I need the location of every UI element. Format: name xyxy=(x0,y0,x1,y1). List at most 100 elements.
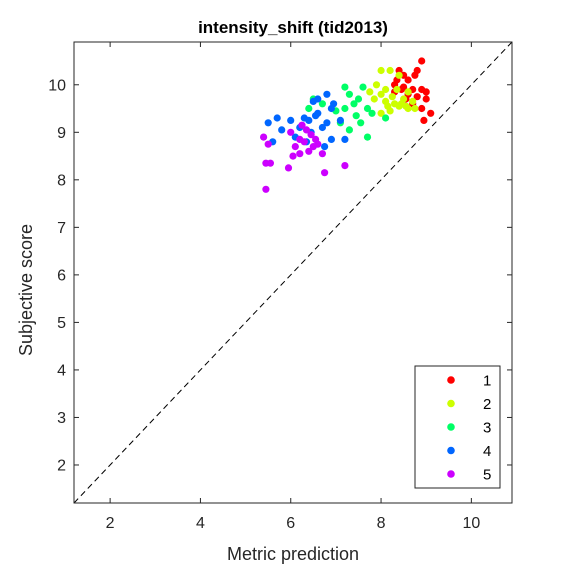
data-point-series-1 xyxy=(404,76,412,84)
data-point-series-3 xyxy=(318,100,326,108)
data-point-series-4 xyxy=(278,126,286,134)
data-point-series-2 xyxy=(377,66,385,75)
data-point-series-4 xyxy=(323,90,331,98)
legend-label-1: 1 xyxy=(483,373,491,390)
data-point-series-3 xyxy=(341,104,349,113)
data-point-series-2 xyxy=(370,95,378,103)
data-point-series-5 xyxy=(305,147,313,155)
data-point-series-2 xyxy=(395,71,403,79)
data-point-series-4 xyxy=(305,116,313,124)
data-point-series-3 xyxy=(368,109,376,117)
data-point-series-1 xyxy=(420,116,428,124)
data-point-series-2 xyxy=(382,85,390,94)
data-point-series-3 xyxy=(345,126,353,134)
data-point-series-2 xyxy=(404,104,412,113)
legend-marker-3 xyxy=(447,423,455,431)
data-point-series-5 xyxy=(262,159,270,167)
data-point-series-4 xyxy=(321,143,329,151)
data-point-series-4 xyxy=(323,119,331,127)
data-point-series-2 xyxy=(366,88,374,96)
x-tick-label: 6 xyxy=(286,515,295,532)
legend-label-5: 5 xyxy=(483,467,491,484)
data-point-series-2 xyxy=(386,66,394,75)
data-point-series-2 xyxy=(409,97,417,105)
data-point-series-3 xyxy=(352,112,360,120)
data-point-series-4 xyxy=(287,116,295,124)
data-point-series-3 xyxy=(345,90,353,98)
data-point-series-5 xyxy=(318,150,326,158)
data-point-series-5 xyxy=(296,150,304,158)
data-point-series-1 xyxy=(411,71,419,79)
data-point-series-1 xyxy=(422,95,430,103)
data-point-series-2 xyxy=(377,90,385,98)
data-point-series-3 xyxy=(363,104,372,113)
data-point-series-3 xyxy=(341,83,349,91)
data-point-series-5 xyxy=(291,143,299,151)
y-tick-label: 6 xyxy=(57,267,66,284)
identity-reference-line xyxy=(73,41,513,504)
legend-label-4: 4 xyxy=(483,443,491,460)
data-point-series-2 xyxy=(382,97,390,105)
data-point-series-3 xyxy=(359,83,367,91)
data-point-series-2 xyxy=(388,93,396,101)
data-point-series-5 xyxy=(307,131,315,139)
data-point-series-3 xyxy=(357,119,365,127)
plot-area: 2 4 6 8 10 2 3 4 5 6 7 8 9 10 xyxy=(48,41,513,532)
data-point-series-5 xyxy=(341,162,349,170)
x-tick-label: 10 xyxy=(462,515,480,532)
data-point-series-3 xyxy=(350,100,358,108)
data-point-series-1 xyxy=(422,88,430,96)
y-tick-label: 5 xyxy=(57,315,66,332)
data-point-series-5 xyxy=(302,126,311,134)
legend-label-2: 2 xyxy=(483,396,491,413)
data-point-series-5 xyxy=(321,169,329,177)
data-point-series-2 xyxy=(404,88,412,96)
data-point-series-4 xyxy=(341,135,349,143)
y-tick-label: 2 xyxy=(57,457,66,474)
data-point-series-2 xyxy=(395,102,403,110)
data-point-series-2 xyxy=(386,107,394,115)
x-tick-label: 4 xyxy=(196,515,205,532)
legend-label-3: 3 xyxy=(483,420,491,437)
legend-marker-2 xyxy=(447,399,455,408)
data-point-series-3 xyxy=(354,95,363,103)
data-point-series-5 xyxy=(289,152,297,160)
data-point-series-1 xyxy=(413,93,421,101)
data-point-series-3 xyxy=(363,133,372,141)
data-point-series-1 xyxy=(418,57,426,65)
x-tick-label: 2 xyxy=(106,515,115,532)
y-tick-label: 10 xyxy=(48,77,66,94)
data-point-series-3 xyxy=(382,114,390,122)
data-point-series-2 xyxy=(372,81,381,89)
data-point-series-2 xyxy=(411,104,419,113)
y-tick-label: 9 xyxy=(57,125,66,142)
data-point-series-4 xyxy=(336,116,344,124)
x-tick-label: 8 xyxy=(377,515,386,532)
y-tick-label: 7 xyxy=(57,220,66,237)
legend-marker-5 xyxy=(447,470,455,478)
chart-title: intensity_shift (tid2013) xyxy=(198,18,388,37)
legend-marker-4 xyxy=(447,446,455,455)
y-tick-label: 4 xyxy=(57,362,66,379)
data-point-series-5 xyxy=(287,128,295,136)
data-point-series-4 xyxy=(318,123,326,132)
data-point-series-4 xyxy=(312,112,320,120)
data-point-series-4 xyxy=(327,135,335,143)
data-point-series-4 xyxy=(264,119,272,127)
data-point-series-4 xyxy=(309,97,317,105)
y-axis-label: Subjective score xyxy=(16,224,36,356)
data-point-series-5 xyxy=(300,138,308,146)
data-point-series-5 xyxy=(298,121,306,129)
data-point-series-2 xyxy=(393,85,401,94)
data-point-series-5 xyxy=(284,164,293,172)
legend: 1 2 3 4 5 xyxy=(414,365,501,489)
legend-box xyxy=(414,365,501,489)
data-point-series-5 xyxy=(312,135,320,143)
data-point-series-3 xyxy=(305,104,313,113)
legend-marker-1 xyxy=(447,376,455,384)
data-point-series-1 xyxy=(427,109,435,117)
y-tick-label: 3 xyxy=(57,410,66,427)
axes-box xyxy=(73,41,513,504)
data-point-series-4 xyxy=(330,100,338,108)
